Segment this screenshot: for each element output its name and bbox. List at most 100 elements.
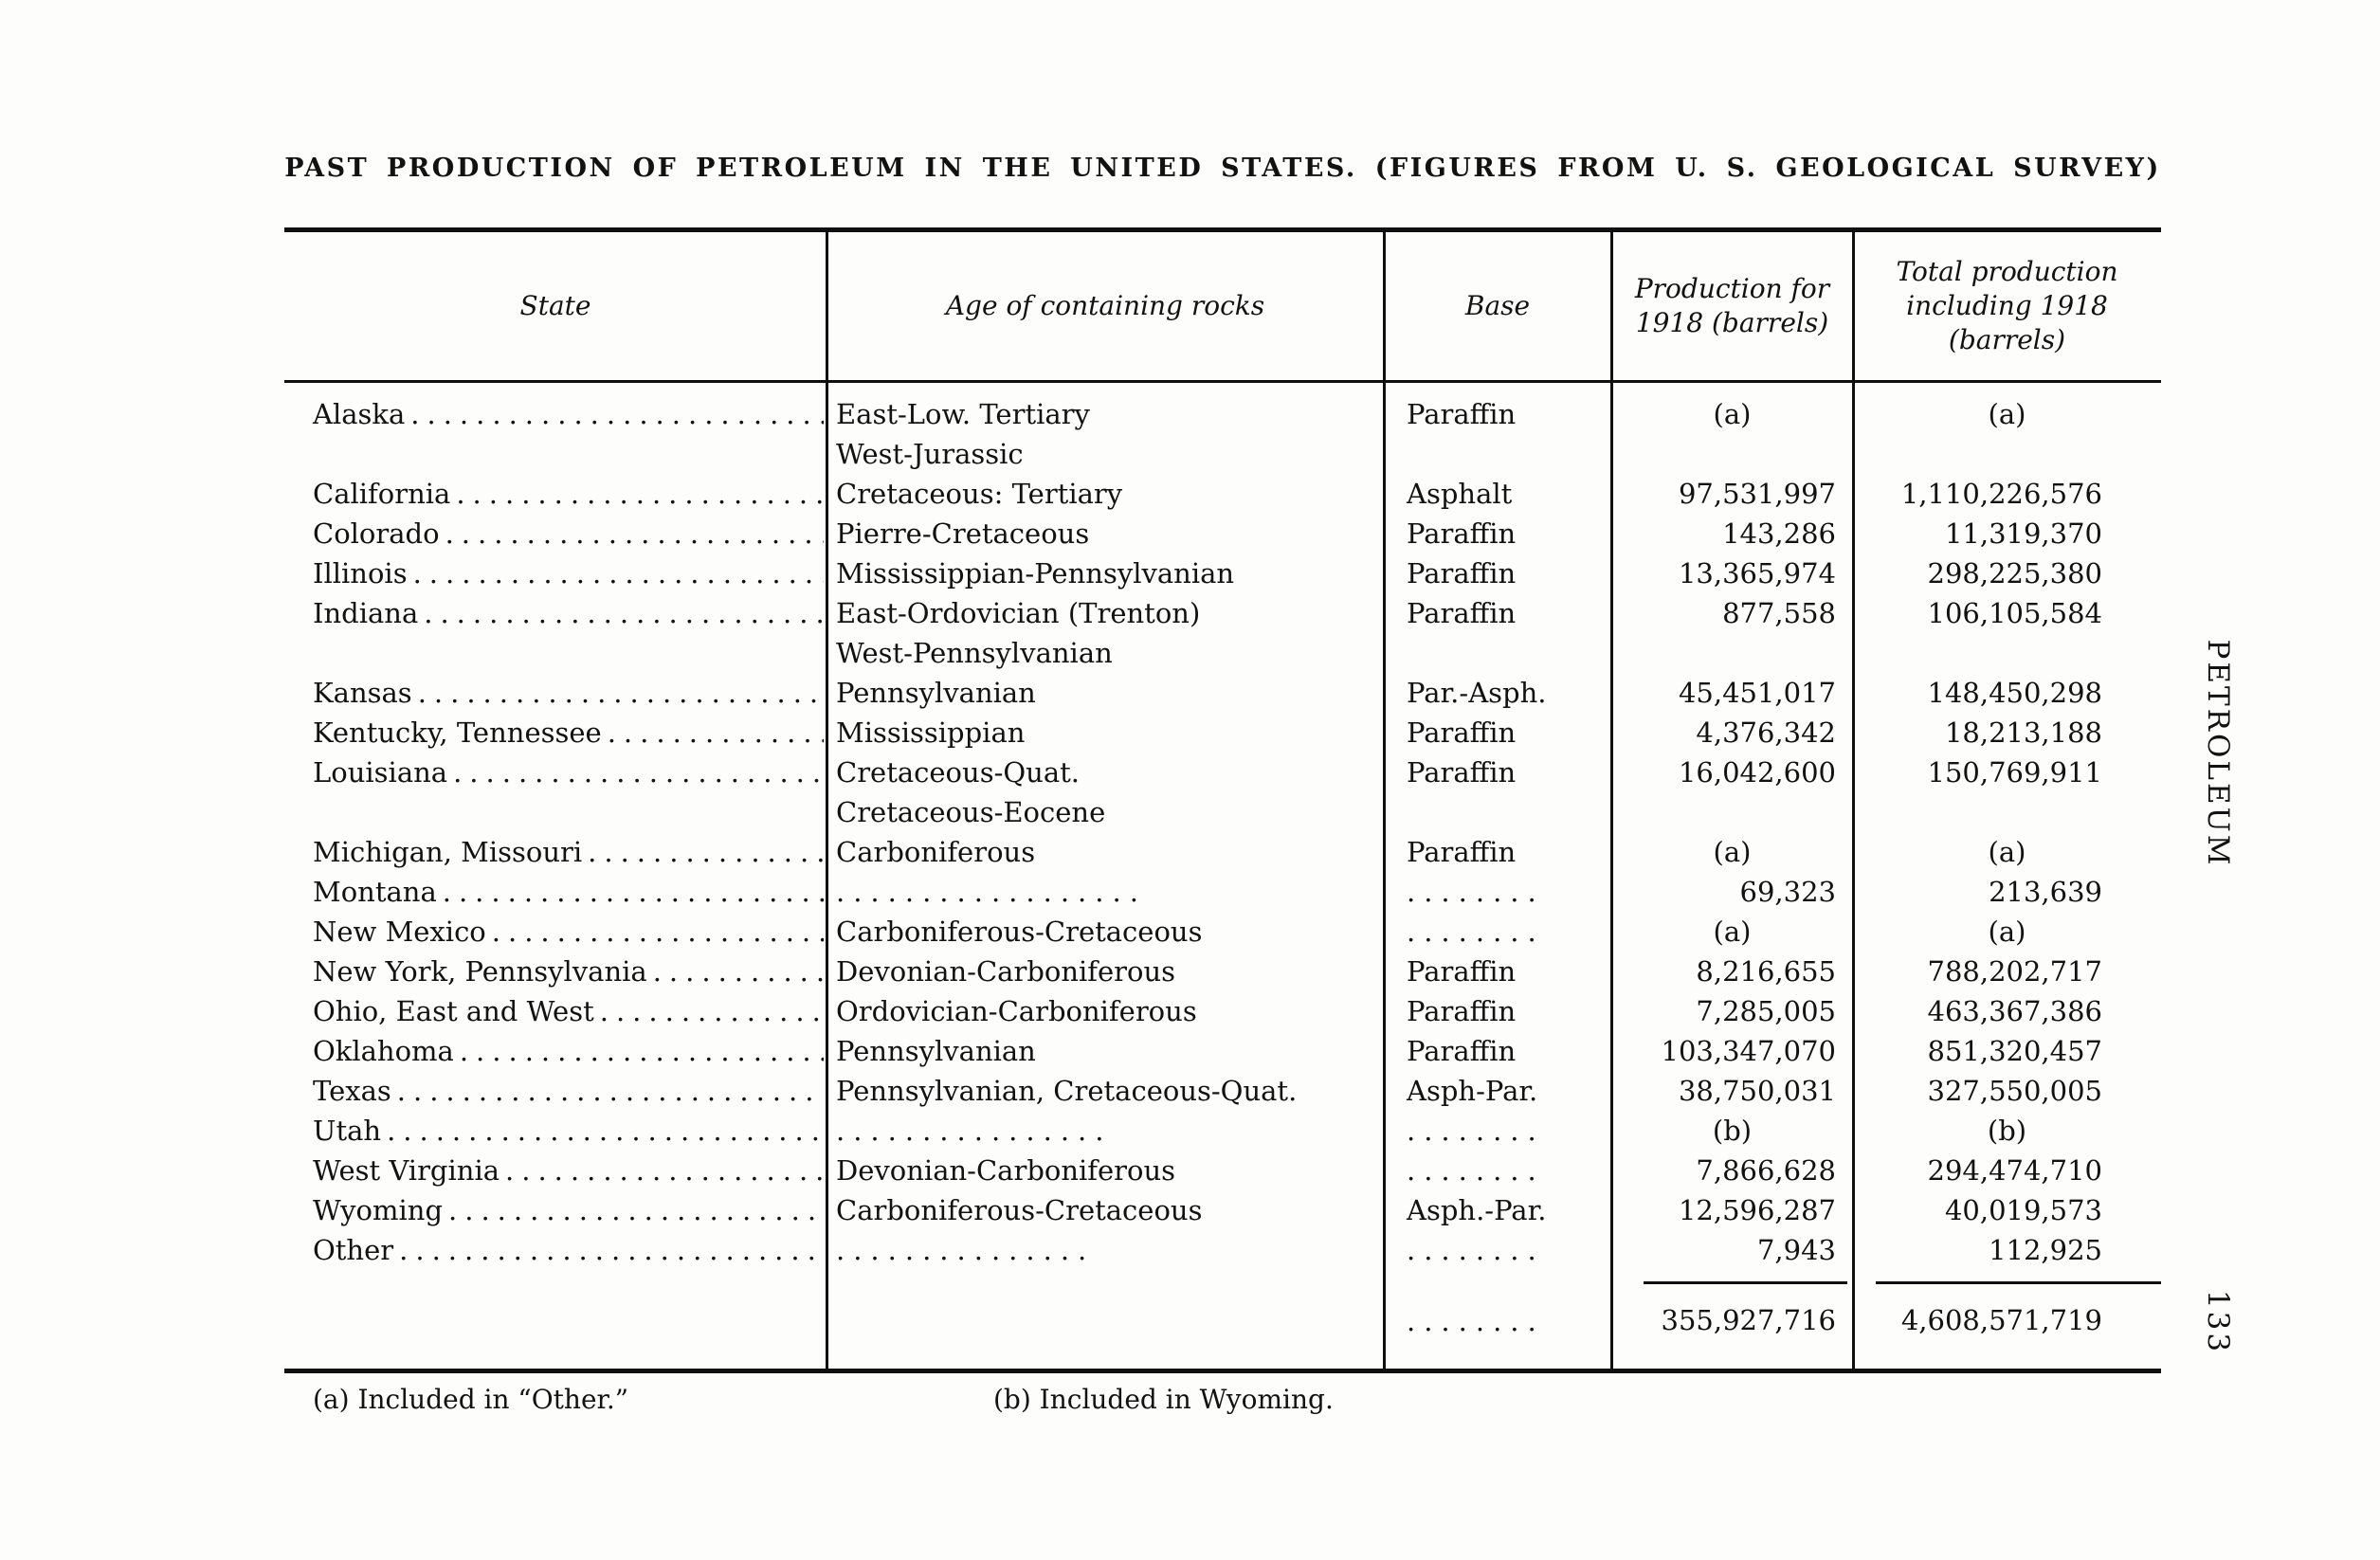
production-1918-cell: 103,347,070: [1661, 1035, 1837, 1067]
state-cell: California: [284, 474, 827, 514]
table-row: Utah ................ ........ (b) (b): [284, 1111, 2161, 1151]
production-1918-cell: 7,943: [1756, 1234, 1836, 1266]
age-cell: Carboniferous: [827, 832, 1384, 872]
age-cell: Pierre-Cretaceous: [827, 514, 1384, 553]
dot-leader: [399, 1230, 824, 1270]
state-name: Oklahoma: [313, 1035, 454, 1067]
margin-label-petroleum: PETROLEUM: [2201, 639, 2235, 868]
table-row: Alaska East-Low. Tertiary West-Jurassic P…: [284, 394, 2161, 474]
state-cell: New Mexico: [284, 912, 827, 952]
totals-row: ........ 355,927,716 4,608,571,719: [284, 1270, 2161, 1369]
state-name: Texas: [313, 1075, 391, 1107]
age-cell: Carboniferous-Cretaceous: [827, 1190, 1384, 1230]
footnote-b: (b) Included in Wyoming.: [993, 1384, 1334, 1415]
age-line: Pennsylvanian: [836, 677, 1036, 709]
dot-leader: [460, 1031, 824, 1071]
age-line: East-Ordovician (Trenton): [836, 597, 1201, 629]
dot-leader: [413, 553, 824, 593]
age-cell: Devonian-Carboniferous: [827, 952, 1384, 991]
state-cell: Kentucky, Tennessee: [284, 713, 827, 753]
base-cell: Asph-Par.: [1407, 1075, 1538, 1107]
state-cell: Michigan, Missouri: [284, 832, 827, 872]
column-header-base: Base: [1464, 290, 1531, 321]
age-line: Pierre-Cretaceous: [836, 517, 1090, 550]
state-cell: Alaska: [284, 394, 827, 434]
table-row: Oklahoma Pennsylvanian Paraffin 103,347,…: [284, 1031, 2161, 1071]
age-cell: ..................: [827, 872, 1384, 912]
production-1918-cell: (a): [1713, 398, 1752, 430]
dot-leader: [410, 394, 824, 434]
state-cell: Wyoming: [284, 1190, 827, 1230]
totals-base-cell: ........: [1407, 1305, 1545, 1337]
column-header-total-production: Total production including 1918 (barrels…: [1896, 256, 2118, 355]
column-header-age: Age of containing rocks: [945, 290, 1265, 321]
table-body: Alaska East-Low. Tertiary West-Jurassic P…: [284, 383, 2161, 1270]
table-row: Colorado Pierre-Cretaceous Paraffin 143,…: [284, 514, 2161, 553]
production-1918-cell: 143,286: [1722, 517, 1836, 550]
age-cell: ................: [827, 1111, 1384, 1151]
age-line: Cretaceous: Tertiary: [836, 478, 1123, 510]
total-production-cell: (a): [1988, 836, 2026, 868]
sum-rule: [1644, 1281, 1847, 1284]
column-divider: [1852, 232, 1855, 1369]
base-cell: Asphalt: [1407, 478, 1513, 510]
production-1918-cell: (a): [1713, 916, 1752, 948]
dot-leader: [492, 912, 824, 952]
total-production-cell: (a): [1988, 916, 2026, 948]
state-cell: Texas: [284, 1071, 827, 1111]
state-name: New Mexico: [313, 916, 486, 948]
dot-leader: [424, 593, 824, 633]
base-cell: ........: [1407, 1115, 1545, 1147]
table-row: Louisiana Cretaceous-Quat. Cretaceous-Eoc…: [284, 753, 2161, 832]
table-row: Other ............... ........ 7,943 112…: [284, 1230, 2161, 1270]
state-cell: Louisiana: [284, 753, 827, 792]
total-production-cell: (a): [1988, 398, 2026, 430]
production-1918-cell: 4,376,342: [1696, 717, 1836, 749]
age-line: Cretaceous-Quat.: [836, 756, 1080, 789]
state-name: Other: [313, 1234, 394, 1266]
state-cell: Other: [284, 1230, 827, 1270]
age-line: Cretaceous-Eocene: [836, 796, 1106, 828]
table-row: Kansas Pennsylvanian Par.-Asph. 45,451,0…: [284, 673, 2161, 713]
base-cell: Paraffin: [1407, 717, 1517, 749]
state-cell: Ohio, East and West: [284, 991, 827, 1031]
dot-leader: [653, 952, 824, 991]
dot-leader: [387, 1111, 824, 1151]
total-production-cell: 1,110,226,576: [1900, 478, 2102, 510]
base-cell: Paraffin: [1407, 597, 1517, 629]
age-cell: Cretaceous: Tertiary: [827, 474, 1384, 514]
age-cell: Cretaceous-Quat. Cretaceous-Eocene: [827, 753, 1384, 832]
total-production-cell: 112,925: [1989, 1234, 2102, 1266]
production-1918-cell: 45,451,017: [1678, 677, 1836, 709]
total-production-1918-value: 355,927,716: [1661, 1304, 1837, 1336]
production-1918-cell: 69,323: [1739, 876, 1836, 908]
state-cell: Illinois: [284, 553, 827, 593]
age-cell: East-Low. Tertiary West-Jurassic: [827, 394, 1384, 474]
age-cell: ...............: [827, 1230, 1384, 1270]
production-1918-cell: (b): [1712, 1115, 1753, 1147]
state-name: Ohio, East and West: [313, 995, 594, 1027]
dot-leader: [600, 991, 824, 1031]
state-cell: Indiana: [284, 593, 827, 633]
base-cell: Asph.-Par.: [1407, 1194, 1547, 1226]
production-1918-cell: 12,596,287: [1678, 1194, 1836, 1226]
age-line: West-Pennsylvanian: [836, 637, 1113, 669]
production-1918-cell: 13,365,974: [1678, 557, 1836, 590]
age-line: East-Low. Tertiary: [836, 398, 1090, 430]
total-production-cell: 298,225,380: [1927, 557, 2103, 590]
base-cell: Paraffin: [1407, 398, 1517, 430]
base-cell: ........: [1407, 1154, 1545, 1187]
total-production-cell: 106,105,584: [1927, 597, 2103, 629]
totals-age-cell: [827, 1270, 1384, 1310]
state-name: Wyoming: [313, 1194, 444, 1226]
totals-grand-cell: 4,608,571,719: [1853, 1270, 2161, 1369]
column-divider: [1383, 232, 1386, 1369]
state-cell: West Virginia: [284, 1151, 827, 1190]
state-name: Montana: [313, 876, 437, 908]
table-header-row: State Age of containing rocks Base Produ…: [284, 232, 2161, 383]
column-header-state: State: [519, 290, 591, 321]
total-production-cell: 150,769,911: [1927, 756, 2103, 789]
table-row: West Virginia Devonian-Carboniferous ...…: [284, 1151, 2161, 1190]
totals-state-cell: [284, 1270, 827, 1310]
page-title: PAST PRODUCTION OF PETROLEUM IN THE UNIT…: [284, 154, 2161, 183]
